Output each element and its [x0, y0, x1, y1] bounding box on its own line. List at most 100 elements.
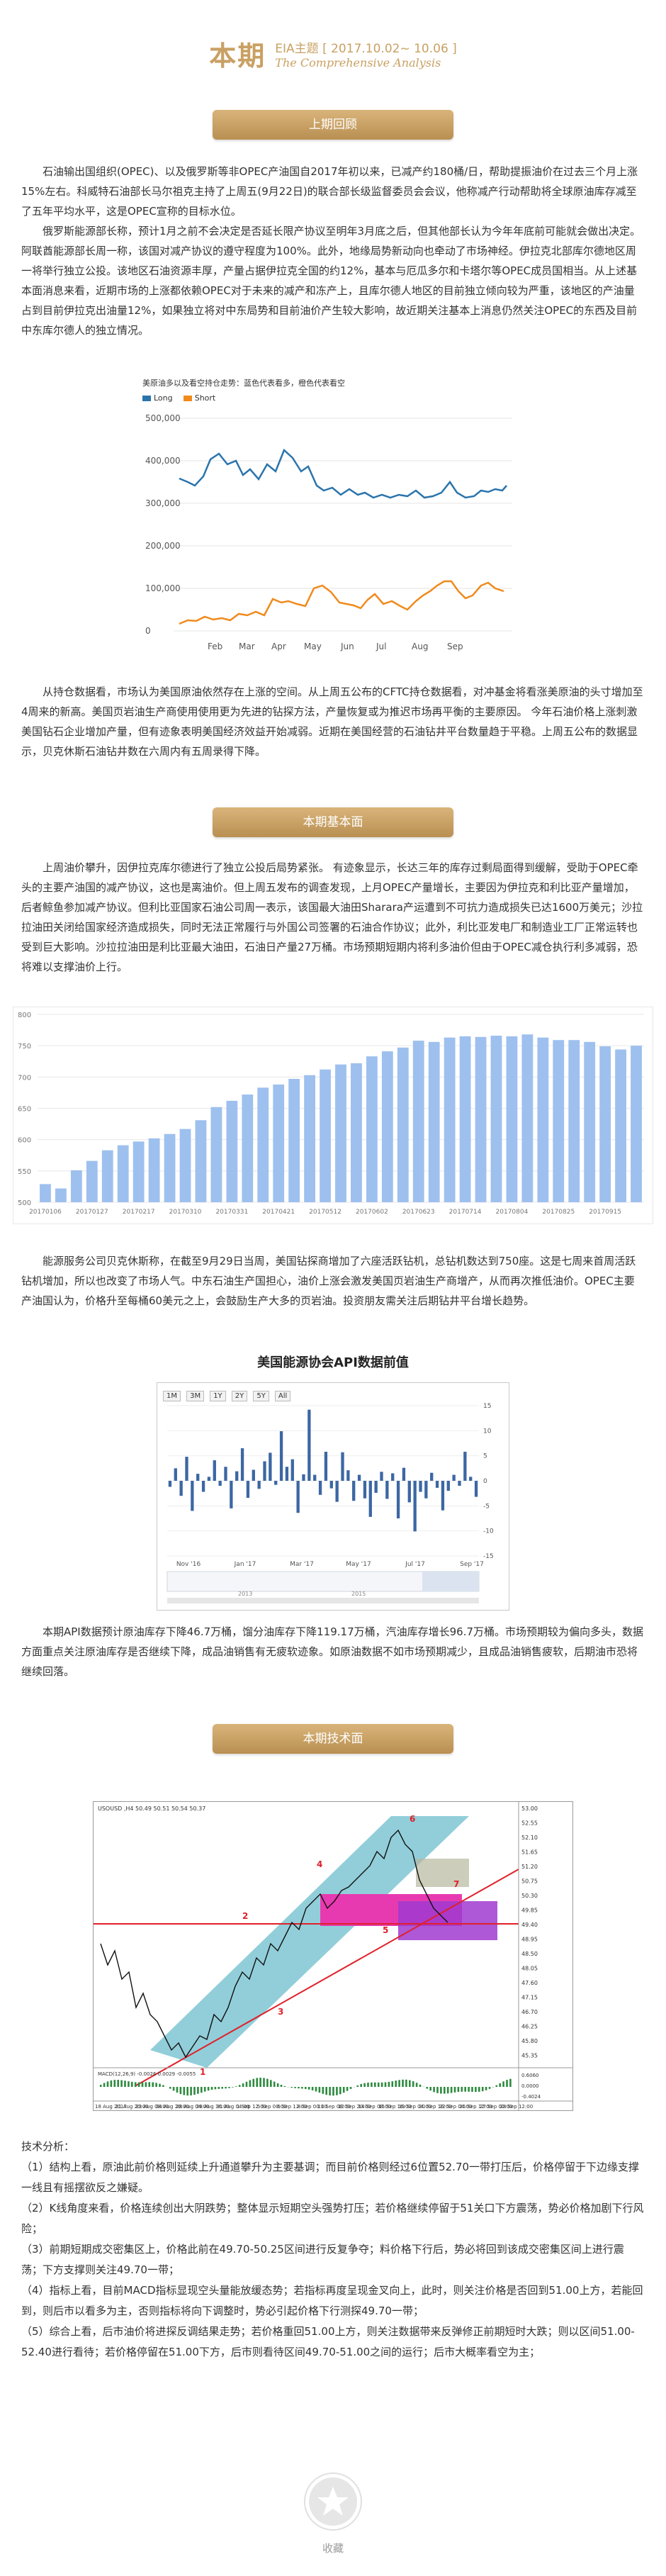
- rig-x-tick: 20170127: [76, 1209, 108, 1216]
- date-tick: 8 Sep 00:00: [298, 2104, 327, 2110]
- macd-bar: [270, 2080, 272, 2087]
- price-tick: 52.10: [521, 1835, 538, 1841]
- cftc-chart-svg: 500,000 400,000 300,000 200,000 100,000 …: [145, 413, 512, 651]
- price-tick: 45.35: [521, 2053, 538, 2059]
- section-banner-fundamental: 本期基本面: [213, 807, 453, 837]
- fundamental-paragraph-1: 上周油价攀升，因伊拉克库尔德进行了独立公投后局势紧张。 有迹象显示，长达三年的库…: [21, 861, 643, 973]
- rig-bar: [335, 1064, 346, 1202]
- fundamental-paragraph-2: 能源服务公司贝克休斯称，在截至9月29日当周，美国钻探商增加了六座活跃钻机，总钻…: [21, 1255, 636, 1307]
- macd-bar: [141, 2082, 144, 2087]
- macd-bar: [137, 2082, 140, 2087]
- price-tick: 50.30: [521, 1893, 538, 1899]
- macd-bar: [395, 2081, 397, 2087]
- macd-bar: [468, 2087, 470, 2092]
- macd-bar: [426, 2087, 429, 2089]
- api-nav-tick: 2015: [351, 1591, 366, 1597]
- api-bar: [352, 1481, 356, 1501]
- api-bar: [213, 1460, 216, 1481]
- rig-x-tick: 20170331: [215, 1209, 248, 1216]
- rig-bar: [70, 1170, 82, 1202]
- rig-bar: [397, 1047, 409, 1202]
- macd-bar: [179, 2087, 182, 2095]
- rig-bar: [179, 1129, 191, 1202]
- macd-bar: [221, 2087, 223, 2089]
- rig-bar: [381, 1051, 393, 1202]
- rig-bar: [164, 1133, 176, 1202]
- macd-bar: [415, 2083, 418, 2087]
- range-button-5y[interactable]: 5Y: [253, 1391, 269, 1401]
- macd-bar: [148, 2082, 151, 2087]
- macd-bar: [176, 2087, 179, 2093]
- range-button-1m[interactable]: 1M: [163, 1391, 181, 1401]
- api-scrollbar[interactable]: [167, 1598, 479, 1603]
- api-y-tick: 10: [483, 1428, 492, 1435]
- api-bar: [341, 1452, 344, 1481]
- date-tick: 6 Sep 12:00: [277, 2104, 307, 2110]
- macd-bar: [409, 2080, 411, 2087]
- macd-bar: [235, 2086, 237, 2087]
- macd-bar: [388, 2081, 390, 2087]
- api-bar: [435, 1481, 439, 1488]
- macd-label: MACD(12,26,9) -0.0026 0.0029 -0.0055: [98, 2071, 196, 2077]
- macd-bar: [193, 2087, 196, 2095]
- macd-bar: [242, 2083, 244, 2087]
- header-title: 本期: [209, 40, 266, 72]
- api-navigator-window[interactable]: [422, 1572, 479, 1591]
- api-bar: [235, 1471, 239, 1481]
- macd-bar: [346, 2087, 349, 2091]
- range-button-2y[interactable]: 2Y: [231, 1391, 248, 1401]
- macd-bar: [457, 2087, 460, 2093]
- review-paragraph-1: 石油输出国组织(OPEC)、以及俄罗斯等非OPEC产油国自2017年初以来，已减…: [21, 165, 638, 218]
- rig-bar: [537, 1037, 549, 1202]
- macd-bar: [283, 2085, 286, 2087]
- api-bar: [413, 1481, 417, 1532]
- favorite-button[interactable]: [304, 2473, 362, 2531]
- rig-y-tick: 700: [18, 1074, 31, 1082]
- macd-bar: [218, 2087, 220, 2089]
- api-bar: [324, 1452, 328, 1481]
- macd-tick: 0.6060: [521, 2073, 539, 2078]
- rig-bar: [506, 1036, 518, 1202]
- rig-bar: [351, 1063, 362, 1202]
- range-button-1y[interactable]: 1Y: [210, 1391, 226, 1401]
- macd-bar: [124, 2081, 126, 2087]
- range-button-all[interactable]: All: [274, 1391, 291, 1401]
- macd-bar: [488, 2087, 491, 2089]
- range-button-3m[interactable]: 3M: [186, 1391, 205, 1401]
- api-bar: [307, 1409, 311, 1481]
- macd-bar: [298, 2087, 300, 2089]
- date-tick: 21 Aug 20:00: [115, 2104, 149, 2110]
- rig-bar: [195, 1120, 207, 1202]
- api-bar: [446, 1481, 450, 1491]
- macd-bar: [402, 2079, 404, 2087]
- macd-bar: [453, 2087, 456, 2093]
- api-bar: [357, 1474, 361, 1481]
- date-tick: 11 Sep 08:00: [317, 2104, 351, 2110]
- x-tick-label: Mar: [239, 642, 255, 651]
- macd-tick: 0.0000: [521, 2083, 539, 2089]
- macd-bar: [256, 2078, 258, 2087]
- rig-bar: [490, 1036, 502, 1202]
- macd-bar: [419, 2084, 422, 2087]
- date-tick: 14 Sep 08:00: [358, 2104, 391, 2110]
- api-bar: [279, 1431, 283, 1481]
- rig-bar: [615, 1049, 626, 1202]
- price-tick: 48.95: [521, 1937, 538, 1943]
- rig-bar: [521, 1034, 534, 1202]
- macd-bar: [318, 2087, 321, 2093]
- rig-bar: [40, 1184, 51, 1202]
- rig-count-svg: 500 550 600 650 700 750 800 20170106 20170127 201…: [18, 1012, 644, 1216]
- api-bar: [290, 1459, 294, 1481]
- api-chart-svg: 15 10 5 0 -5 -10 -15 Nov '16 Jan '17 Mar '17 May '…: [166, 1403, 494, 1603]
- date-tick: 12 Sep 20:00: [338, 2104, 371, 2110]
- macd-bar: [471, 2087, 473, 2093]
- macd-bar: [429, 2087, 431, 2091]
- cftc-gridlines: [174, 418, 512, 632]
- rig-y-tick: 800: [18, 1012, 31, 1019]
- macd-bar: [374, 2082, 376, 2087]
- macd-bar: [172, 2087, 175, 2091]
- price-tick: 46.25: [521, 2024, 538, 2030]
- section-banner-review: 上期回顾: [213, 110, 453, 140]
- up-channel: [150, 1816, 469, 2068]
- legend-swatch-short: [183, 396, 192, 401]
